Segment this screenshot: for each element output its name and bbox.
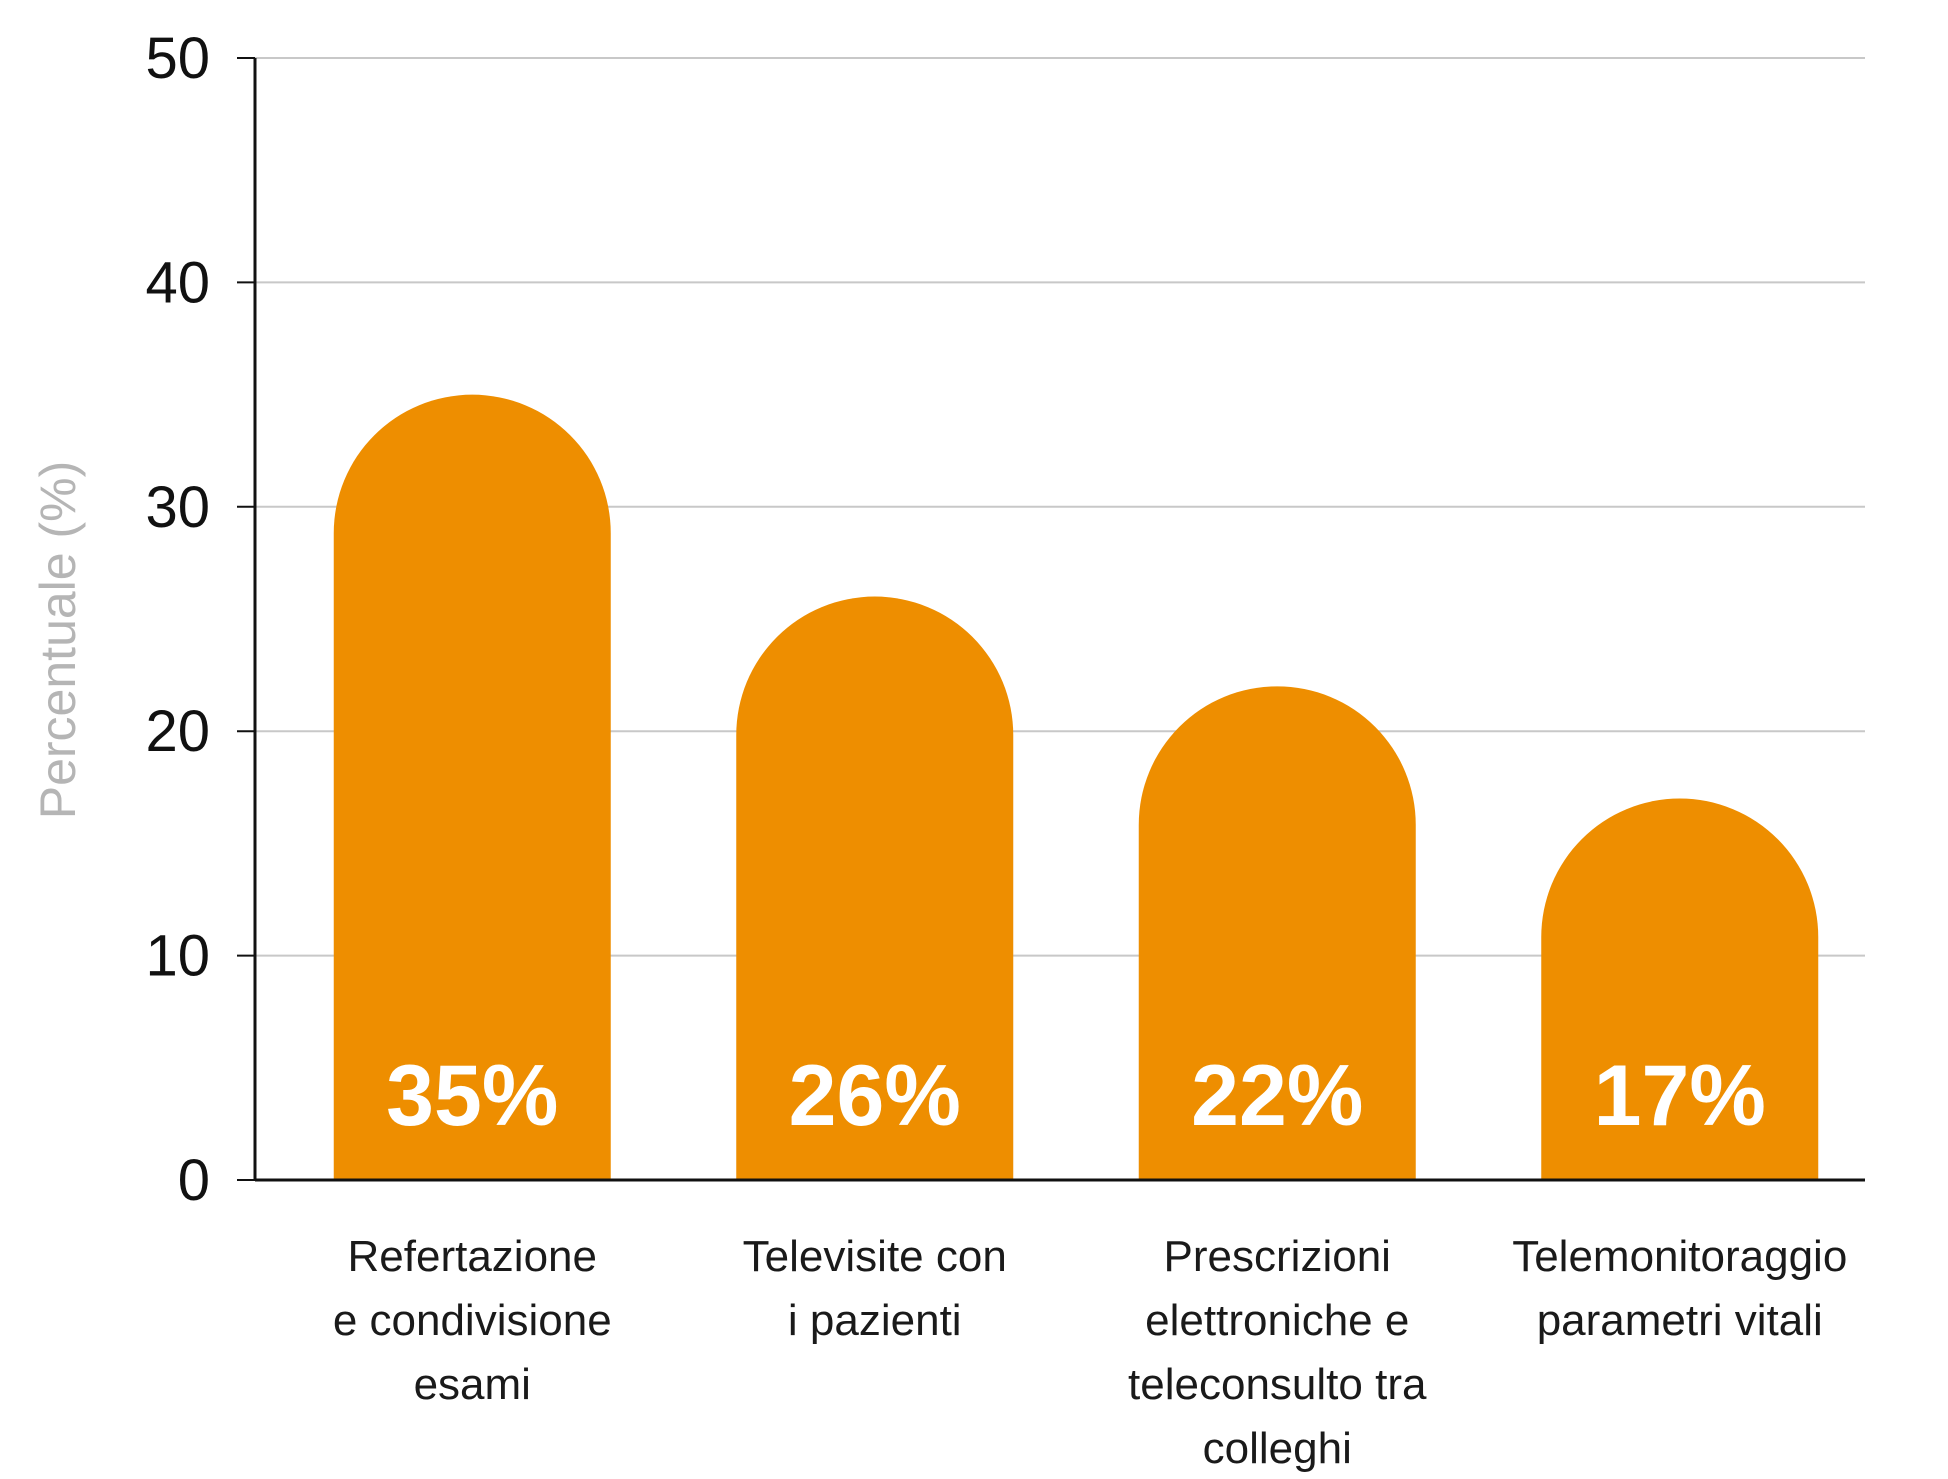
y-tick-label: 30: [145, 475, 210, 540]
x-category-label-line: esami: [414, 1360, 531, 1409]
y-axis-title: Percentuale (%): [30, 461, 86, 820]
bar: [333, 394, 611, 1180]
y-tick-label: 20: [145, 699, 210, 764]
x-category-label-line: e condivisione: [333, 1296, 612, 1345]
x-category-label: Refertazione e condivisione esami: [333, 1232, 612, 1409]
bar: [1138, 686, 1416, 1180]
x-category-label: Prescrizioni elettroniche e teleconsulto t…: [1128, 1232, 1427, 1473]
x-category-label: Telemonitoraggio parametri vitali: [1512, 1232, 1847, 1345]
x-category-label-line: Prescrizioni: [1164, 1232, 1391, 1281]
x-category-label-line: i pazienti: [788, 1296, 962, 1345]
x-category-label-line: elettroniche e: [1145, 1296, 1409, 1345]
x-category-label: Televisite con i pazienti: [743, 1232, 1007, 1345]
bar-value-label: 17%: [1594, 1048, 1766, 1144]
y-tick-label: 0: [178, 1148, 210, 1213]
x-category-label-line: Telemonitoraggio: [1512, 1232, 1847, 1281]
y-tick-label: 50: [145, 26, 210, 91]
bar-value-label: 22%: [1191, 1048, 1363, 1144]
x-category-label-line: teleconsulto tra: [1128, 1360, 1427, 1409]
bar-value-label: 26%: [789, 1048, 961, 1144]
x-category-label-line: parametri vitali: [1537, 1296, 1823, 1345]
bar-value-label: 35%: [386, 1048, 558, 1144]
y-tick-label: 10: [145, 924, 210, 989]
x-category-label-line: Televisite con: [743, 1232, 1007, 1281]
x-category-label-line: Refertazione: [348, 1232, 597, 1281]
y-tick-label: 40: [145, 250, 210, 315]
x-category-label-line: colleghi: [1203, 1424, 1352, 1473]
bar: [736, 596, 1014, 1180]
bar: [1541, 798, 1819, 1180]
